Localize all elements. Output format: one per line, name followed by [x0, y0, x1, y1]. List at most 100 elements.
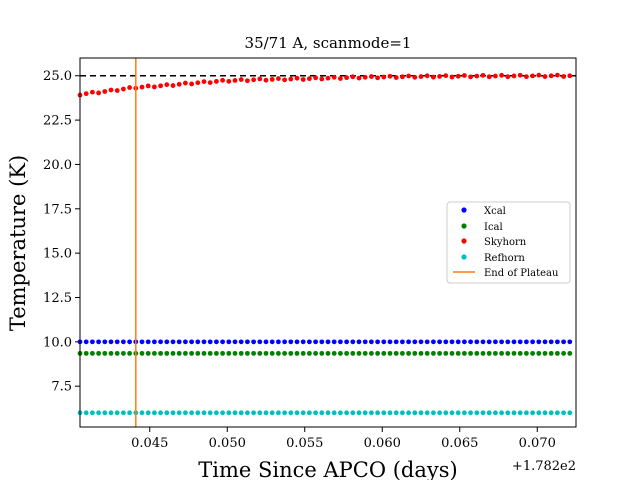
point-xcal [282, 339, 287, 345]
point-ical [288, 350, 294, 356]
point-refhorn [245, 410, 250, 416]
point-xcal [152, 339, 157, 345]
point-ical [276, 350, 281, 356]
point-refhorn [282, 410, 287, 416]
point-xcal [325, 339, 331, 345]
point-ical [393, 350, 399, 356]
point-xcal [195, 339, 201, 345]
point-refhorn [288, 410, 294, 416]
point-xcal [96, 339, 101, 345]
point-refhorn [152, 410, 157, 416]
point-xcal [220, 339, 226, 345]
point-refhorn [251, 410, 256, 416]
point-xcal [567, 339, 573, 345]
point-refhorn [493, 410, 498, 416]
point-refhorn [381, 410, 387, 416]
point-refhorn [400, 410, 405, 416]
point-skyhorn [288, 76, 294, 82]
point-refhorn [344, 410, 349, 416]
point-ical [406, 350, 411, 356]
axis-ticks: 0.045 0.050 0.055 0.060 0.065 0.070 7.5 10.0 12.… [43, 69, 556, 451]
y-tick-label: 20.0 [43, 158, 72, 173]
point-skyhorn [555, 72, 560, 78]
point-xcal [412, 339, 418, 345]
point-refhorn [431, 410, 436, 416]
point-skyhorn [276, 76, 281, 81]
point-ical [530, 350, 535, 356]
point-skyhorn [437, 74, 442, 79]
point-skyhorn [282, 77, 287, 83]
point-xcal [356, 339, 362, 345]
point-ical [282, 350, 287, 356]
point-xcal [170, 339, 176, 345]
point-refhorn [499, 410, 504, 416]
point-refhorn [350, 410, 356, 416]
x-tick-label: 0.050 [209, 436, 246, 451]
point-skyhorn [449, 74, 455, 80]
point-xcal [344, 339, 349, 345]
point-refhorn [449, 410, 455, 416]
point-ical [468, 350, 473, 356]
point-skyhorn [108, 87, 114, 93]
point-xcal [561, 339, 566, 345]
point-xcal [393, 339, 399, 345]
x-tick-label: 0.055 [286, 436, 323, 451]
y-axis-label: Temperature (K) [6, 155, 30, 331]
point-ical [511, 350, 517, 356]
point-refhorn [145, 410, 151, 416]
point-skyhorn [102, 89, 108, 94]
point-ical [424, 350, 430, 356]
point-xcal [245, 339, 250, 345]
y-tick-label: 17.5 [43, 202, 72, 217]
point-refhorn [232, 410, 238, 416]
point-skyhorn [493, 73, 498, 79]
point-skyhorn [207, 80, 213, 85]
point-refhorn [387, 410, 393, 416]
point-ical [263, 350, 269, 356]
point-refhorn [238, 410, 244, 416]
point-refhorn [511, 410, 517, 416]
point-xcal [307, 339, 312, 345]
point-refhorn [338, 410, 343, 416]
x-offset-label: +1.782e2 [512, 459, 576, 474]
legend-label-refhorn: Refhorn [484, 253, 525, 264]
point-xcal [517, 339, 523, 345]
point-refhorn [90, 410, 95, 416]
point-xcal [319, 339, 325, 345]
point-xcal [102, 339, 108, 345]
point-ical [431, 350, 436, 356]
point-ical [251, 350, 256, 356]
point-xcal [462, 339, 467, 345]
y-tick-label: 15.0 [43, 247, 72, 262]
point-xcal [238, 339, 244, 345]
point-ical [449, 350, 455, 356]
point-skyhorn [412, 74, 418, 80]
legend-marker-skyhorn [461, 238, 467, 244]
point-refhorn [214, 410, 219, 416]
point-refhorn [474, 410, 480, 416]
point-refhorn [375, 410, 380, 416]
y-tick-label: 22.5 [43, 114, 72, 129]
point-skyhorn [536, 72, 542, 78]
point-skyhorn [269, 76, 275, 82]
point-skyhorn [517, 72, 523, 78]
point-ical [257, 350, 263, 356]
point-ical [400, 350, 405, 356]
point-refhorn [121, 410, 126, 416]
point-xcal [114, 339, 120, 345]
point-refhorn [257, 410, 263, 416]
point-refhorn [189, 410, 195, 416]
point-xcal [257, 339, 263, 345]
point-ical [170, 350, 176, 356]
point-xcal [263, 339, 269, 345]
point-refhorn [307, 410, 312, 416]
point-ical [232, 350, 238, 356]
point-ical [567, 350, 573, 356]
point-ical [164, 350, 170, 356]
point-skyhorn [455, 73, 461, 79]
point-refhorn [127, 410, 132, 416]
legend: Xcal Ical Skyhorn Refhorn End of Plateau [446, 201, 571, 284]
point-ical [127, 350, 132, 356]
point-skyhorn [418, 74, 424, 79]
